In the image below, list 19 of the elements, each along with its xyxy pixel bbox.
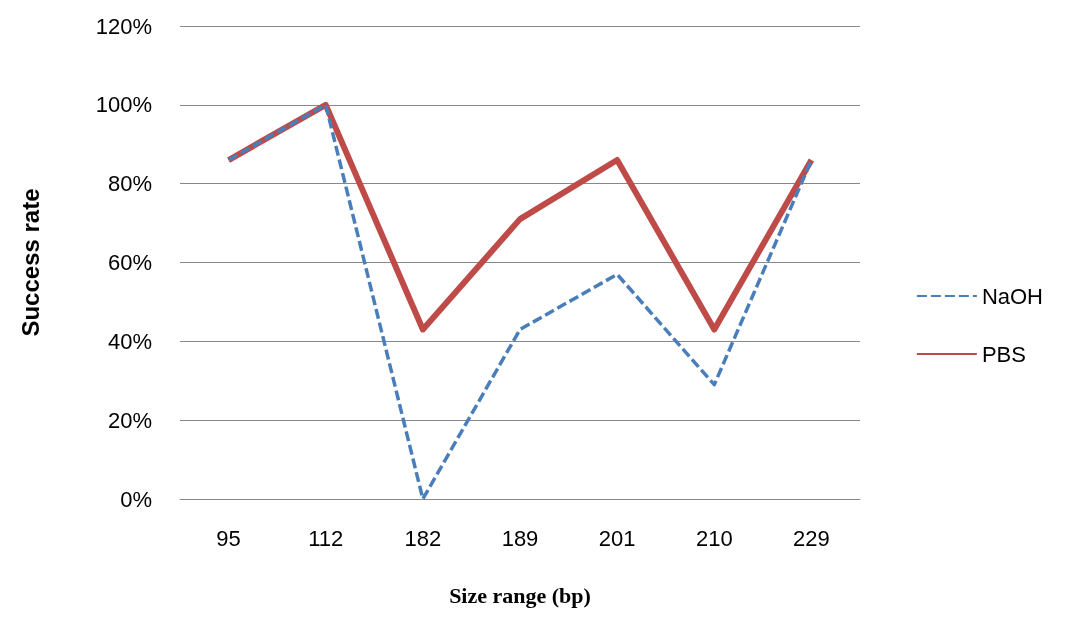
legend-label: NaOH [981,283,1043,309]
y-tick-label: 80% [107,171,152,197]
x-tick-label: 201 [598,525,636,551]
y-tick-label: 100% [95,92,152,118]
line-series [226,103,814,501]
y-tick-label: 20% [107,407,152,433]
x-tick-label: 112 [308,525,344,551]
x-axis-title: Size range (bp) [449,582,591,608]
legend-label: PBS [981,341,1026,367]
y-tick-label: 120% [95,13,152,39]
x-tick-label: 229 [793,525,830,551]
y-axis-title: Success rate [16,188,44,337]
y-tick-label: 0% [120,486,152,512]
x-tick-label: 95 [216,525,241,551]
y-tick-label: 40% [107,328,152,354]
x-tick-label: 182 [404,525,442,551]
y-tick-label: 60% [107,250,152,275]
x-tick-label: 210 [695,525,733,551]
x-tick-label: 189 [501,525,539,551]
